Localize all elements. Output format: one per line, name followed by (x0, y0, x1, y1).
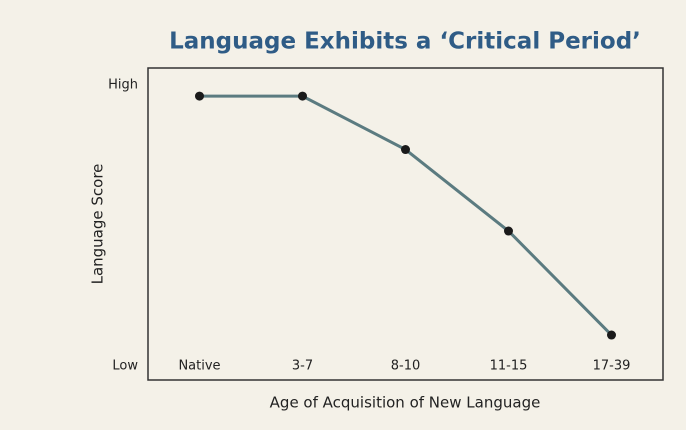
point (195, 91, 204, 101)
point (298, 91, 307, 101)
y-tick-label: Low (112, 358, 138, 373)
point (607, 330, 616, 340)
x-tick-label: 8-10 (391, 359, 421, 374)
y-tick-label: High (108, 77, 138, 92)
x-tick-label: 17-39 (593, 359, 631, 374)
x-tick-label: 11-15 (490, 359, 528, 374)
point (401, 145, 410, 155)
point (504, 226, 513, 236)
x-axis-label: Age of Acquisition of New Language (270, 394, 541, 412)
series-line (199, 94, 613, 337)
x-tick-label: 3-7 (292, 359, 313, 374)
plot-frame (147, 67, 664, 381)
x-tick-label: Native (178, 359, 220, 374)
y-axis-label: Language Score (89, 164, 107, 285)
chart-title: Language Exhibits a ‘Critical Period’ (169, 29, 641, 55)
